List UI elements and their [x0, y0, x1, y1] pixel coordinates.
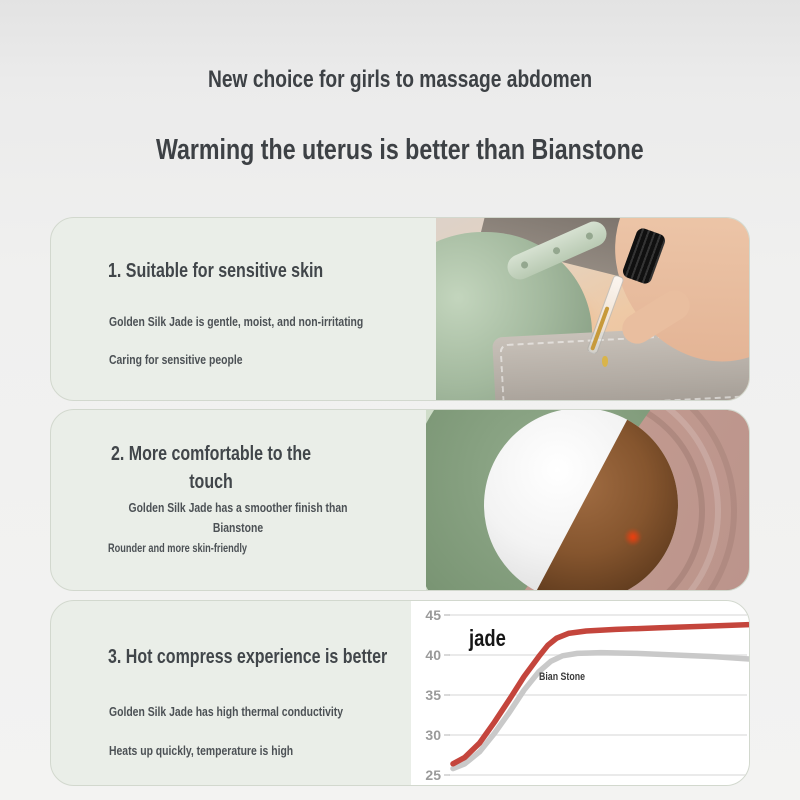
bianstone-series-label: Bian Stone: [539, 671, 585, 683]
page-subtitle: Warming the uterus is better than Bianst…: [0, 134, 800, 167]
device-button-dot: [552, 245, 562, 256]
card3-line1: Golden Silk Jade has high thermal conduc…: [109, 704, 344, 719]
device-button-dot: [584, 231, 594, 241]
card2-line2: Rounder and more skin-friendly: [108, 543, 248, 555]
feature-card-hot-compress: 3. Hot compress experience is better Gol…: [50, 600, 750, 786]
card3-heading: 3. Hot compress experience is better: [108, 646, 388, 668]
card2-line1: Golden Silk Jade has a smoother finish t…: [128, 500, 348, 536]
card1-heading: 1. Suitable for sensitive skin: [108, 260, 324, 282]
belly-massager-photo: [436, 218, 749, 400]
bianstone-sphere-half: [530, 410, 678, 590]
page-subtitle-text: Warming the uterus is better than Bianst…: [156, 134, 644, 166]
card2-heading: 2. More comfortable to the touch: [110, 443, 312, 493]
jade-series-label: jade: [469, 625, 506, 651]
device-button-dot: [520, 260, 530, 270]
svg-text:25: 25: [425, 767, 441, 783]
temperature-line-chart: 45 40 35 30 25: [425, 607, 749, 783]
card1-line2: Caring for sensitive people: [109, 352, 243, 367]
svg-text:45: 45: [425, 607, 441, 623]
svg-text:40: 40: [425, 647, 441, 663]
ripple-ring: [523, 410, 737, 590]
massage-sphere: [484, 410, 678, 590]
card1-line1: Golden Silk Jade is gentle, moist, and n…: [109, 314, 364, 329]
svg-text:30: 30: [425, 727, 441, 743]
feature-card-sensitive-skin: 1. Suitable for sensitive skin Golden Si…: [50, 217, 750, 401]
temperature-chart-panel: 45 40 35 30 25 jade Bian Stone: [411, 601, 749, 785]
page-title-text: New choice for girls to massage abdomen: [207, 66, 593, 93]
oil-drop: [602, 356, 608, 367]
svg-text:35: 35: [425, 687, 441, 703]
sphere-comparison-photo: [426, 410, 749, 590]
feature-card-comfort: 2. More comfortable to the touch Golden …: [50, 409, 750, 591]
red-heat-dot: [624, 528, 642, 546]
card3-line2: Heats up quickly, temperature is high: [109, 743, 294, 758]
page-title: New choice for girls to massage abdomen: [0, 66, 800, 94]
